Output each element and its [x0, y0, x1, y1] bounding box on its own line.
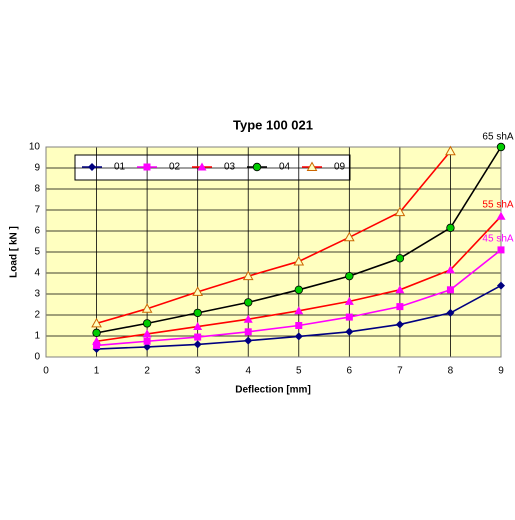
y-tick-label: 0 — [34, 352, 40, 363]
marker — [445, 145, 456, 156]
legend-label: 04 — [279, 162, 291, 173]
annotation: 45 shA — [482, 234, 513, 245]
marker — [394, 206, 406, 217]
marker — [345, 313, 353, 321]
x-tick-label: 7 — [397, 366, 403, 377]
x-tick-label: 3 — [195, 366, 201, 377]
x-tick-label: 8 — [448, 366, 454, 377]
marker — [345, 327, 354, 336]
legend-label: 01 — [114, 162, 126, 173]
marker — [244, 328, 252, 336]
marker — [142, 329, 152, 338]
y-tick-label: 8 — [34, 184, 40, 195]
marker — [344, 296, 354, 305]
y-tick-label: 7 — [34, 205, 40, 216]
y-tick-label: 10 — [29, 142, 41, 153]
marker — [141, 303, 153, 313]
marker — [496, 142, 506, 152]
marker — [142, 319, 152, 328]
marker — [93, 341, 101, 349]
marker — [306, 161, 318, 171]
marker — [294, 306, 304, 315]
marker — [244, 336, 253, 345]
marker — [446, 308, 455, 317]
marker — [194, 333, 202, 341]
marker — [343, 231, 355, 242]
marker — [92, 328, 101, 338]
x-tick-label: 1 — [94, 366, 100, 377]
marker — [345, 271, 354, 281]
marker — [193, 308, 202, 318]
marker — [143, 163, 151, 171]
marker — [193, 340, 202, 349]
y-tick-label: 1 — [34, 331, 40, 342]
marker — [395, 254, 405, 263]
x-tick-label: 0 — [43, 366, 49, 377]
y-axis-label: Load [ kN ] — [9, 226, 20, 278]
marker — [88, 163, 96, 171]
marker — [92, 336, 102, 345]
marker — [446, 223, 455, 233]
x-tick-label: 9 — [498, 366, 504, 377]
annotation: 65 shA — [482, 132, 513, 143]
marker — [252, 162, 262, 172]
x-axis-label: Deflection [mm] — [235, 385, 311, 396]
marker — [197, 162, 207, 171]
marker — [294, 332, 303, 341]
y-tick-label: 9 — [34, 163, 40, 174]
marker — [496, 211, 506, 220]
marker — [243, 314, 253, 323]
y-tick-label: 5 — [34, 247, 40, 258]
marker — [497, 246, 505, 254]
y-tick-label: 2 — [34, 310, 40, 321]
y-tick-label: 6 — [34, 226, 40, 237]
y-tick-label: 3 — [34, 289, 40, 300]
marker — [193, 322, 203, 331]
marker — [143, 342, 152, 351]
legend-label: 09 — [334, 162, 346, 173]
marker — [446, 286, 454, 294]
legend-label: 03 — [224, 162, 236, 173]
legend-label: 02 — [169, 162, 181, 173]
y-tick-label: 4 — [34, 268, 40, 279]
marker — [293, 255, 305, 266]
marker — [395, 320, 404, 329]
marker — [497, 281, 505, 290]
x-tick-label: 5 — [296, 366, 302, 377]
marker — [294, 285, 303, 294]
chart-title: Type 100 021 — [233, 117, 313, 132]
annotation: 55 shA — [482, 200, 513, 211]
marker — [396, 303, 404, 311]
marker — [395, 285, 405, 294]
marker — [242, 270, 254, 281]
x-tick-label: 6 — [347, 366, 353, 377]
marker — [143, 337, 151, 345]
x-tick-label: 2 — [144, 366, 150, 377]
marker — [192, 286, 204, 296]
marker — [244, 298, 253, 307]
marker — [295, 322, 303, 329]
x-tick-label: 4 — [245, 366, 251, 377]
marker — [445, 265, 455, 274]
series-line — [96, 150, 452, 325]
marker — [91, 317, 102, 328]
